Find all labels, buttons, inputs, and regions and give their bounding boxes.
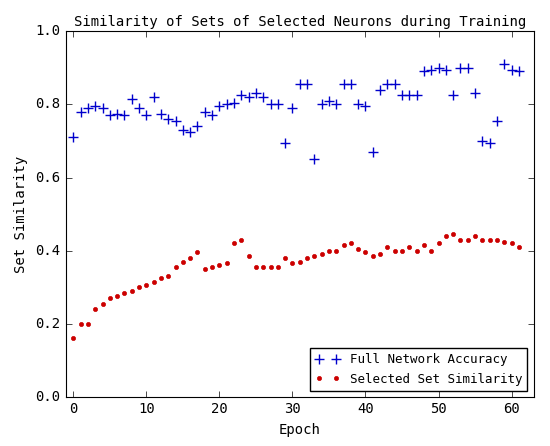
Selected Set Similarity [187,255,194,260]
Full Network Accuracy [501,62,508,67]
Selected Set Similarity [107,296,113,301]
Full Network Accuracy [158,111,164,116]
X-axis label: Epoch: Epoch [279,423,321,438]
Selected Set Similarity [515,244,522,250]
Selected Set Similarity [340,243,347,248]
Full Network Accuracy [348,82,354,87]
Title: Similarity of Sets of Selected Neurons during Training: Similarity of Sets of Selected Neurons d… [74,15,526,29]
Selected Set Similarity [70,336,76,341]
Y-axis label: Set Similarity: Set Similarity [14,156,29,273]
Selected Set Similarity [464,237,471,242]
Full Network Accuracy [289,105,296,111]
Full Network Accuracy [70,135,76,140]
Selected Set Similarity [450,231,456,237]
Line: Selected Set Similarity: Selected Set Similarity [69,230,523,343]
Full Network Accuracy [464,65,471,70]
Full Network Accuracy [107,113,113,118]
Line: Full Network Accuracy: Full Network Accuracy [68,59,524,164]
Full Network Accuracy [311,157,318,162]
Legend: Full Network Accuracy, Selected Set Similarity: Full Network Accuracy, Selected Set Simi… [310,348,527,391]
Full Network Accuracy [515,69,522,74]
Selected Set Similarity [289,261,296,266]
Selected Set Similarity [158,275,164,281]
Full Network Accuracy [187,129,194,135]
